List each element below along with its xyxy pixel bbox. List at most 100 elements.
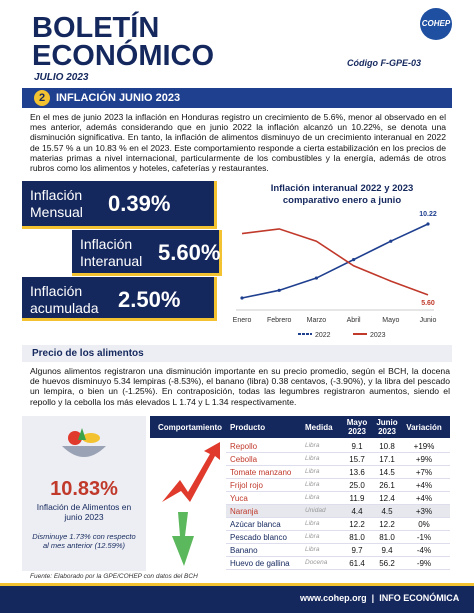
table-cell: 9.4 [381,546,393,555]
date: JULIO 2023 [34,72,89,83]
stat-label-line: Inflación [30,187,83,203]
stat-label: Inflación acumulada [30,283,99,317]
table-row-bg [226,505,450,518]
stat-value: 5.60% [158,240,221,265]
x-tick-label: Febrero [267,317,292,324]
paragraph: En el mes de junio 2023 la inflación en … [30,112,446,174]
stat-label: Inflación Interanual [80,236,142,270]
section-bar [22,88,452,108]
footer-text: www.cohep.org | INFO ECONÓMICA [300,593,459,603]
legend-label: 2022 [315,332,331,339]
prices-title: Precio de los alimentos [32,348,144,359]
legend-label: 2023 [370,332,386,339]
table-cell: Unidad [305,507,326,514]
marker [277,288,281,292]
table-cell: 4.5 [381,507,393,516]
table-cell: 12.2 [379,520,395,529]
x-tick-label: Marzo [307,317,327,324]
table-cell: Huevo de gallina [230,559,290,568]
section-number: 2 [34,90,50,106]
paragraph: Algunos alimentos registraron una dismin… [30,366,450,407]
table-cell: Libra [305,520,320,527]
stat-box: Inflación acumulada 2.50% [22,277,217,321]
table-cell: 13.6 [349,468,365,477]
table-cell: Cebolla [230,455,258,464]
table-cell: Naranja [230,507,259,516]
code: Código F-GPE-03 [347,58,421,68]
table-cell: 4.4 [351,507,363,516]
data-label: 10.22 [419,211,437,218]
table-row-bg [226,479,450,492]
leaf [78,428,86,440]
table-row-bg [226,466,450,479]
table-cell: Azúcar blanca [230,520,281,529]
stat-label-line: acumulada [30,300,99,316]
footer-url: www.cohep.org [300,593,367,603]
stat-label-line: Inflación [80,236,133,252]
marker [240,296,244,300]
table-cell: Banano [230,546,258,555]
title-line: ECONÓMICO [32,40,215,72]
source: Fuente: Elaborado por la GPE/COHEP con d… [30,573,198,580]
footer-sep: | [366,593,380,603]
section-title: INFLACIÓN JUNIO 2023 [56,92,181,104]
table-header: Comportamiento [158,423,222,432]
table-row-bg [226,492,450,505]
marker [389,239,393,243]
arrow-down [172,512,194,566]
table-cell: +19% [413,442,435,451]
table-cell: +3% [415,507,433,516]
x-tick-label: Enero [233,317,252,324]
banana [82,433,100,443]
footer-strip [0,583,474,586]
food-label: Inflación de Alimentos en junio 2023 [36,502,132,522]
line [241,228,429,296]
table-cell: 11.9 [349,494,365,503]
marker [426,222,430,226]
table-cell: 10.8 [379,442,395,451]
table-row-bg [226,544,450,557]
tomato [68,431,82,445]
table-cell: Libra [305,481,320,488]
table-cell: +4% [415,481,433,490]
table-cell: 12.4 [379,494,395,503]
table-cell: 0% [418,520,430,529]
line [241,223,429,299]
stat-label-line: Mensual [30,204,83,220]
table-cell: +4% [415,494,433,503]
table-cell: Libra [305,533,320,540]
food-panel [22,416,146,571]
table-cell: 81.0 [379,533,395,542]
x-tick-label: Mayo [382,317,399,324]
food-inflation: 10.83% [50,478,118,500]
table-cell: Pescado blanco [230,533,287,542]
stat-value: 0.39% [108,191,171,216]
table-cell: Tomate manzano [230,468,292,477]
table-cell: 25.0 [349,481,365,490]
table-cell: Docena [305,559,328,566]
table-row-bg [226,518,450,531]
chart-title: Inflación interanual 2022 y 2023 compara… [270,183,414,206]
stat-box: Inflación Interanual 5.60% [72,230,222,276]
x-tick-label: Abril [347,317,361,324]
table-cell: Frijol rojo [230,481,263,490]
arrows [162,442,220,566]
stat-box: Inflación Mensual 0.39% [22,181,217,229]
table-cell: Libra [305,442,320,449]
table-cell: 81.0 [349,533,365,542]
table-cell: 12.2 [349,520,365,529]
table-cell: 26.1 [379,481,395,490]
table-header: Medida [305,423,333,432]
table-header: Junio 2023 [376,418,398,436]
food-note: Disminuye 1.73% con respecto al mes ante… [32,532,136,550]
marker [314,276,318,280]
table-cell: 15.7 [349,455,365,464]
table-cell: -1% [416,533,432,542]
table-cell: 9.7 [351,546,363,555]
table-cell: +7% [415,468,433,477]
table-row-bg [226,557,450,570]
table-cell: Yuca [230,494,248,503]
table-header: Variación [406,423,442,432]
table-header: Producto [230,423,266,432]
